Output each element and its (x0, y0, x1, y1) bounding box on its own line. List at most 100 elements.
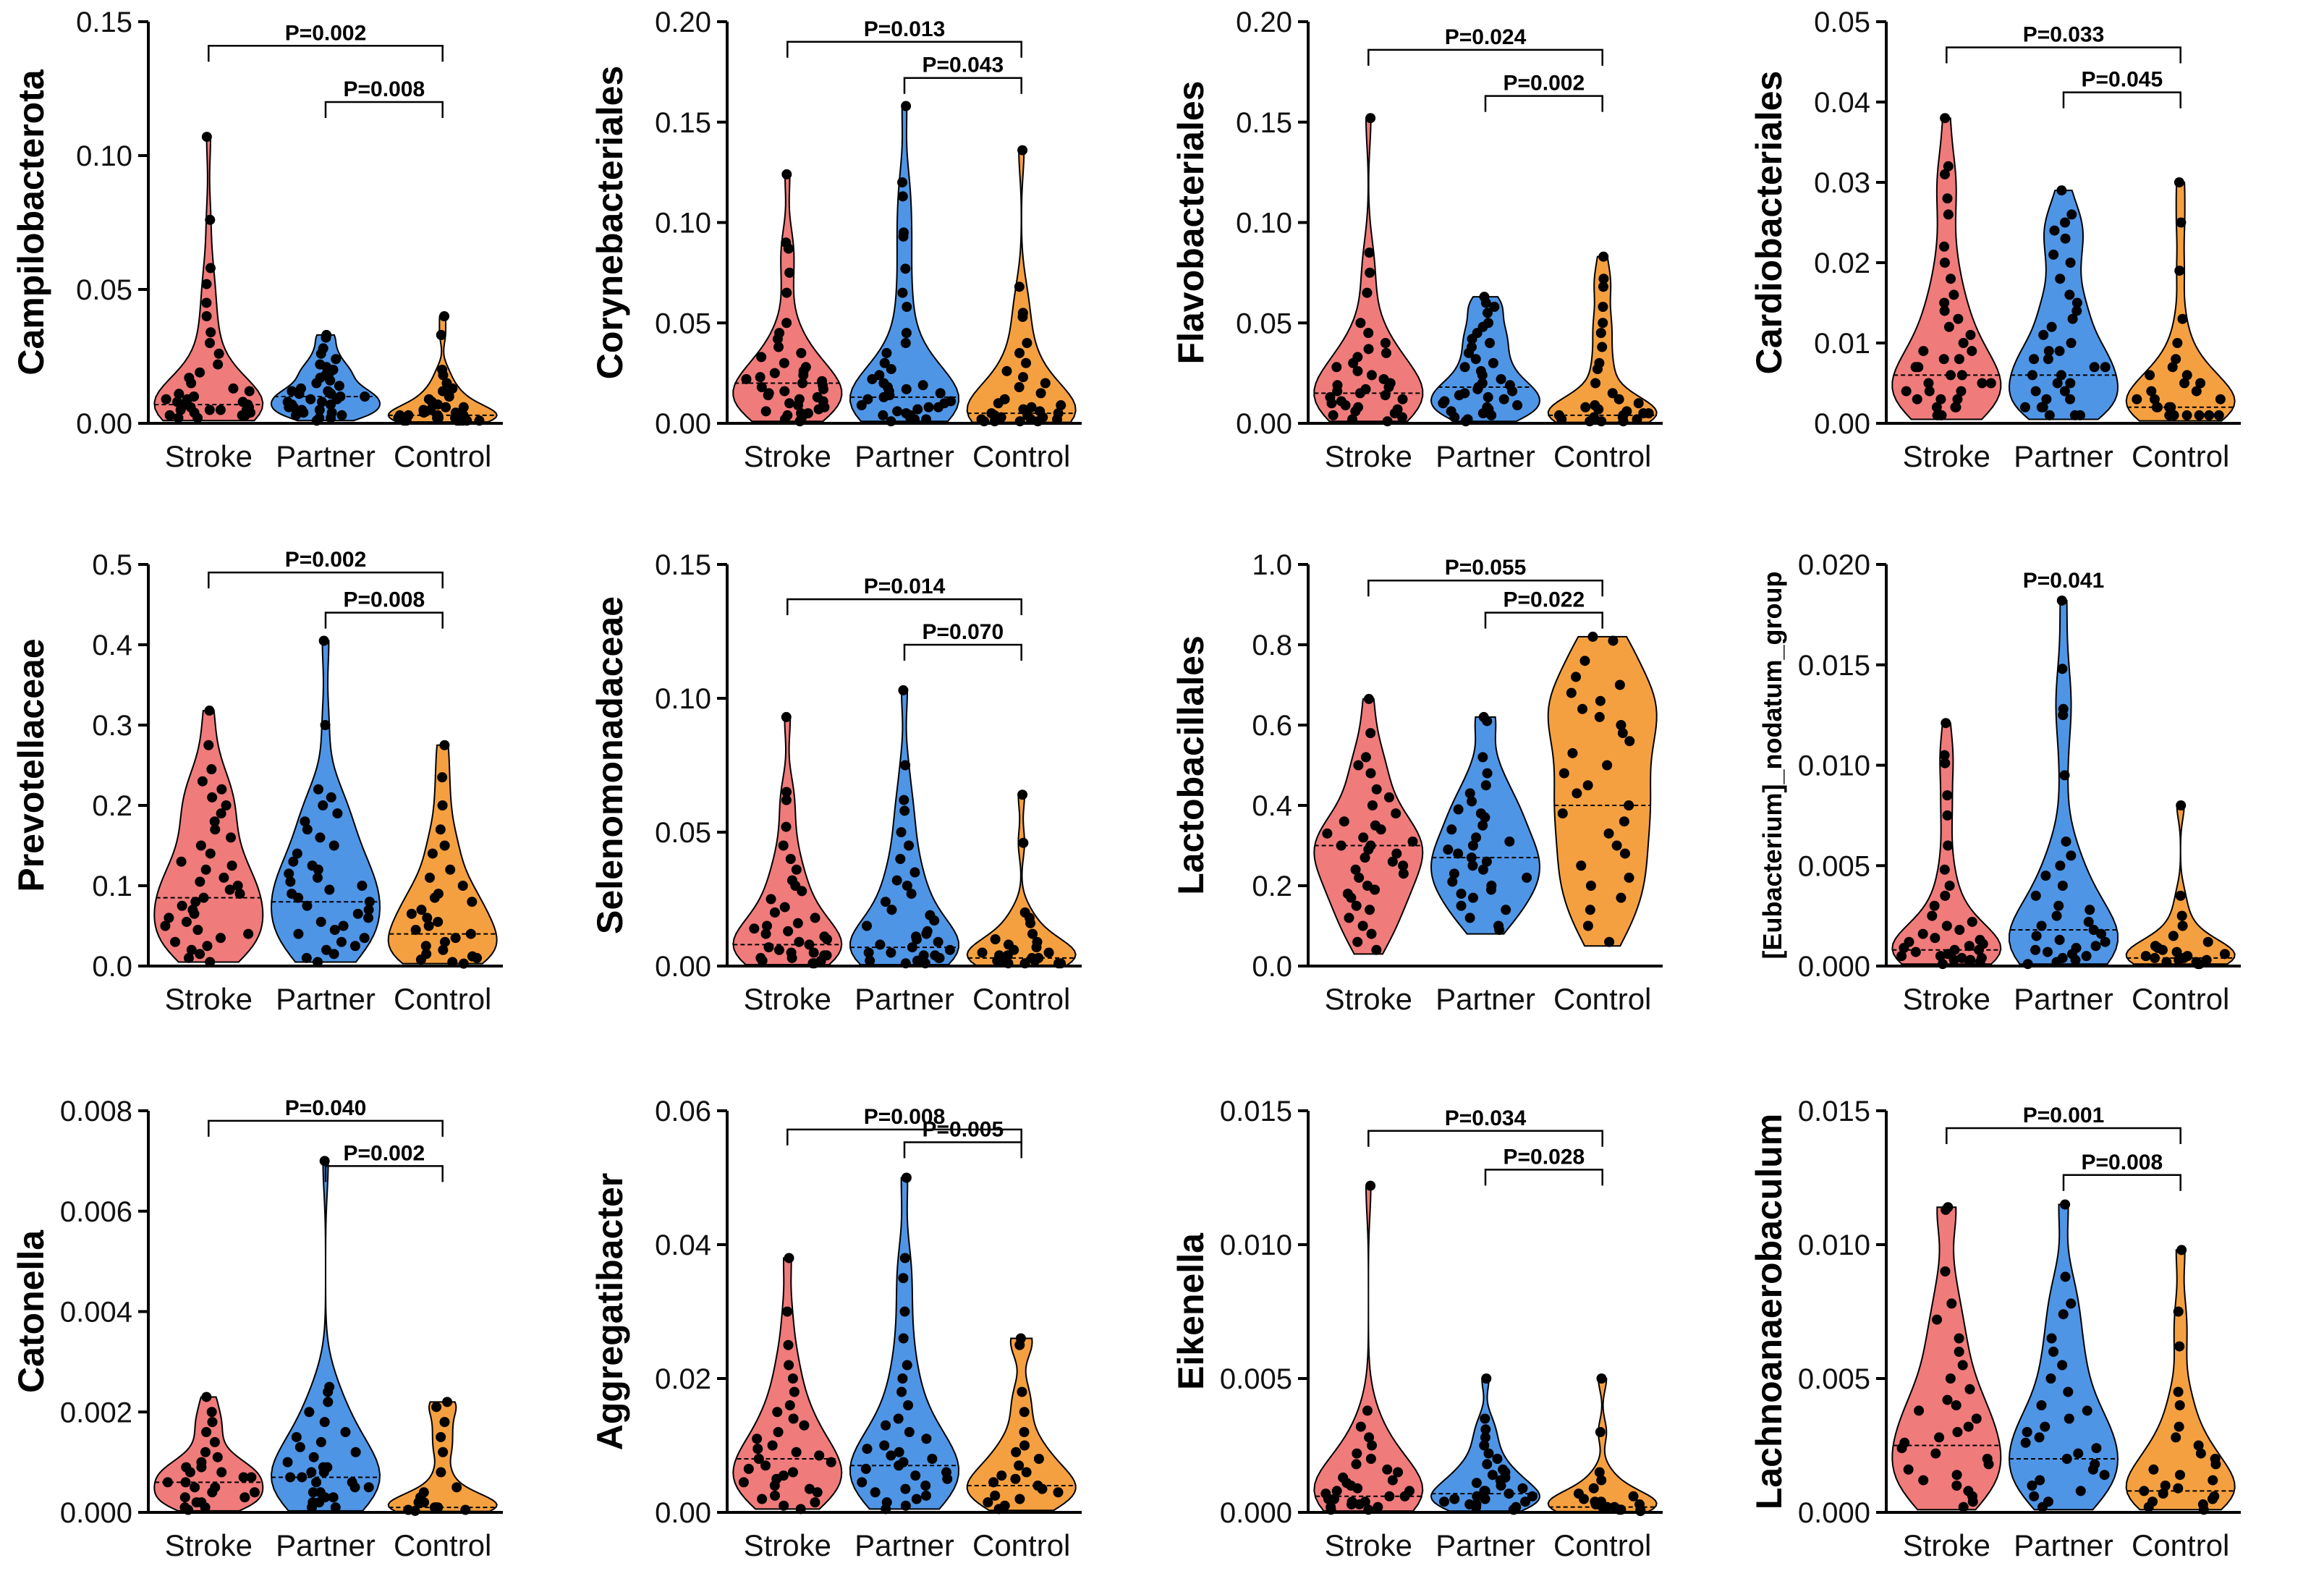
data-point (301, 952, 312, 963)
data-point (1941, 920, 1952, 931)
data-point (900, 263, 911, 274)
data-point (779, 386, 790, 397)
p-value-label: P=0.002 (344, 1141, 425, 1165)
data-point (201, 1427, 212, 1437)
data-point (1910, 362, 1921, 373)
data-point (338, 920, 349, 931)
data-point (1358, 832, 1369, 843)
data-point (901, 1172, 912, 1183)
y-tick-label: 0.04 (1814, 87, 1870, 119)
category-label-stroke: Stroke (1903, 982, 1990, 1016)
data-point (1027, 928, 1038, 939)
data-point (902, 881, 912, 891)
data-point (1482, 716, 1493, 727)
y-tick-label: 0.015 (1798, 650, 1870, 682)
data-point (2195, 1448, 2206, 1459)
data-point (773, 1427, 784, 1437)
data-point (2064, 1413, 2074, 1424)
category-label-control: Control (1553, 1528, 1651, 1562)
data-point (202, 941, 213, 952)
data-point (357, 881, 368, 891)
data-point (2173, 1386, 2184, 1397)
data-point (1363, 844, 1374, 855)
data-point (2049, 225, 2060, 236)
data-point (2063, 1386, 2074, 1397)
data-point (1927, 910, 1938, 921)
y-tick-label: 0.05 (1814, 7, 1870, 38)
data-point (1371, 944, 1382, 955)
data-point (2176, 910, 2187, 921)
data-point (900, 958, 911, 969)
data-point (899, 1253, 910, 1263)
chart-panel-4: 0.00 0.01 0.02 0.03 0.04 0.05 Cardiobacteriale… (1749, 7, 2241, 473)
p-value-label: P=0.008 (344, 588, 425, 612)
data-point (2207, 1494, 2218, 1504)
data-point (226, 832, 237, 843)
data-point (1053, 1487, 1064, 1498)
p-value-label: P=0.002 (1504, 72, 1585, 96)
category-label-stroke: Stroke (1903, 439, 1990, 473)
data-point (898, 685, 909, 695)
data-point (472, 952, 483, 963)
data-point (1477, 408, 1488, 419)
data-point (246, 1472, 257, 1483)
data-point (1939, 305, 1950, 316)
data-point (1587, 631, 1598, 642)
data-point (1480, 1432, 1490, 1443)
data-point (415, 954, 426, 965)
data-point (792, 918, 803, 928)
data-point (2149, 394, 2160, 405)
data-point (901, 101, 912, 111)
data-point (238, 1472, 249, 1483)
data-point (439, 311, 450, 321)
data-point (787, 1373, 798, 1384)
data-point (306, 1502, 317, 1513)
data-point (2194, 410, 2205, 420)
data-point (1956, 370, 1967, 381)
data-point (769, 1481, 780, 1491)
data-point (308, 1487, 318, 1498)
data-point (2064, 289, 2075, 300)
data-point (306, 1467, 317, 1478)
data-point (1014, 1339, 1025, 1350)
data-point (2059, 386, 2070, 397)
data-point (1352, 365, 1363, 376)
data-point (1940, 758, 1951, 768)
data-point (1456, 889, 1467, 899)
data-point (2195, 378, 2206, 389)
data-point (1010, 1473, 1021, 1484)
data-point (781, 287, 792, 298)
data-point (1479, 1440, 1490, 1451)
data-point (1486, 410, 1497, 420)
y-tick-label: 0.3 (92, 710, 132, 742)
chart-panel-6: 0.00 0.05 0.10 0.15 Selenomonadaceae Stroke Pa… (590, 549, 1082, 1016)
data-point (1618, 416, 1629, 427)
data-point (1014, 1494, 1025, 1504)
data-point (1014, 416, 1025, 427)
data-point (1597, 342, 1608, 352)
data-point (2164, 402, 2175, 412)
data-point (2034, 1432, 2045, 1443)
data-point (2181, 410, 2192, 420)
data-point (1480, 812, 1490, 823)
data-point (1383, 382, 1394, 393)
data-point (300, 816, 310, 827)
data-point (1001, 365, 1012, 376)
y-tick-label: 0.4 (92, 630, 132, 661)
data-point (2044, 410, 2055, 420)
data-point (770, 1490, 781, 1501)
data-point (1056, 958, 1066, 969)
y-tick-label: 0.6 (1252, 710, 1292, 742)
data-point (239, 1492, 250, 1503)
data-point (1617, 728, 1628, 739)
category-label-control: Control (394, 439, 491, 473)
data-point (1031, 942, 1042, 953)
data-point (2048, 1347, 2059, 1357)
data-point (794, 416, 805, 427)
data-point (942, 1473, 953, 1484)
data-point (418, 407, 429, 418)
data-point (2020, 1437, 2031, 1448)
data-point (1918, 346, 1929, 357)
significance-bracket (1367, 579, 1603, 597)
category-label-partner: Partner (276, 1528, 376, 1562)
